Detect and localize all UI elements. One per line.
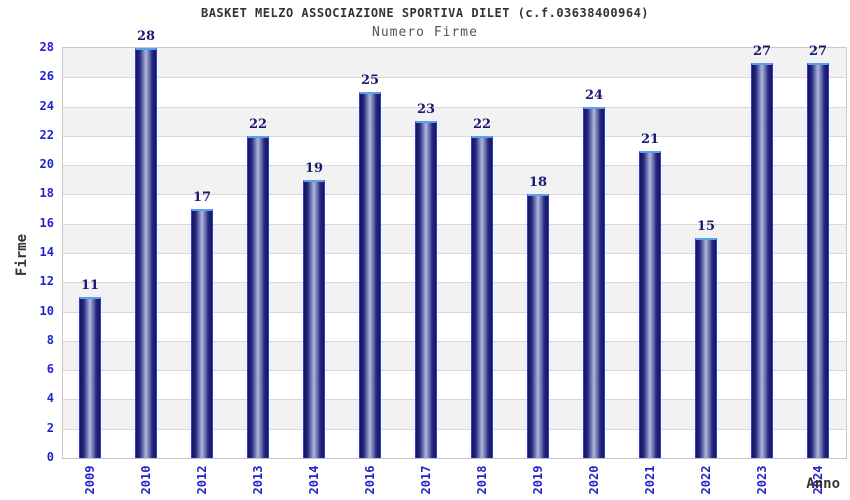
gridline (63, 340, 846, 342)
bar-2010 (135, 48, 157, 458)
x-tick-label: 2018 (475, 465, 489, 495)
gridline (63, 194, 846, 196)
bar-value-label: 15 (696, 219, 716, 235)
x-tick-label: 2010 (139, 465, 153, 495)
bar-value-label: 28 (136, 29, 156, 44)
bar-2013 (247, 135, 269, 458)
background-band (63, 77, 846, 107)
y-tick-label: 28 (39, 40, 54, 54)
y-tick-label: 4 (46, 391, 54, 406)
gridline (63, 106, 846, 108)
bar-2018 (471, 135, 493, 458)
gridline (63, 165, 846, 167)
y-tick-label: 20 (39, 157, 54, 172)
y-tick-label: 0 (46, 450, 54, 464)
background-band (63, 428, 846, 458)
background-band (63, 399, 846, 429)
background-band (63, 194, 846, 224)
bar-value-label: 27 (752, 43, 772, 59)
bar-value-label: 17 (192, 190, 212, 206)
y-tick-label: 6 (46, 362, 54, 377)
background-band (63, 311, 846, 341)
bar-2020 (583, 106, 605, 458)
x-tick-label: 2014 (307, 465, 321, 495)
x-tick-label: 2019 (531, 465, 545, 495)
bar-2012 (191, 209, 213, 458)
bar-2021 (639, 150, 661, 458)
bar-2024 (807, 62, 829, 458)
x-tick-label: 2016 (363, 465, 377, 495)
bar-2019 (527, 194, 549, 458)
bar-value-label: 11 (80, 277, 100, 293)
bar-value-label: 23 (416, 102, 436, 118)
gridline (63, 311, 846, 313)
bar-value-label: 25 (360, 72, 380, 88)
x-tick-label: 2017 (419, 465, 433, 495)
gridline (63, 282, 846, 284)
bar-2023 (751, 62, 773, 458)
bar-value-label: 22 (248, 116, 268, 132)
x-tick-label: 2021 (643, 465, 657, 495)
background-band (63, 165, 846, 195)
background-band (63, 282, 846, 312)
x-tick-label: 2013 (251, 465, 265, 495)
bar-value-label: 27 (808, 43, 828, 59)
background-band (63, 253, 846, 283)
background-band (63, 106, 846, 136)
bar-2009 (79, 296, 101, 458)
gridline (63, 399, 846, 401)
plot-area: 11 28 17 22 19 25 23 22 18 24 21 15 27 27 (62, 29, 847, 459)
y-tick-label: 16 (39, 215, 54, 230)
x-tick-label: 2012 (195, 465, 209, 495)
y-tick-label: 24 (39, 98, 54, 113)
chart-subtitle: Numero Firme (372, 25, 478, 40)
background-band (63, 370, 846, 400)
y-tick-label: 22 (39, 127, 54, 142)
gridline (63, 428, 846, 430)
gridline (63, 223, 846, 225)
y-tick-label: 14 (39, 245, 54, 259)
y-tick-label: 10 (39, 303, 54, 318)
x-tick-label: 2009 (83, 465, 97, 495)
x-tick-label: 2023 (755, 465, 769, 495)
bar-value-label: 18 (528, 175, 548, 191)
bar-2014 (303, 179, 325, 458)
bar-2022 (695, 238, 717, 458)
x-tick-label: 2020 (587, 465, 601, 495)
bar-value-label: 24 (584, 87, 604, 103)
x-axis-title: Anno (806, 476, 840, 492)
chart-title: BASKET MELZO ASSOCIAZIONE SPORTIVA DILET… (200, 6, 650, 20)
background-band (63, 48, 846, 78)
background-band (63, 223, 846, 253)
y-tick-label: 18 (39, 186, 54, 201)
bar-2017 (415, 121, 437, 458)
background-band (63, 135, 846, 166)
y-tick-label: 8 (46, 332, 54, 347)
gridline (63, 77, 846, 79)
background-band (63, 340, 846, 371)
y-tick-label: 12 (39, 274, 54, 289)
bar-value-label: 19 (304, 160, 324, 176)
y-tick-label: 26 (39, 69, 54, 84)
gridline (63, 370, 846, 372)
y-tick-label: 2 (46, 420, 54, 435)
gridline (63, 253, 846, 254)
gridline (63, 135, 846, 137)
x-tick-label: 2022 (699, 465, 713, 495)
bar-value-label: 22 (472, 116, 492, 132)
bar-2016 (359, 91, 381, 458)
bar-value-label: 21 (640, 131, 660, 147)
